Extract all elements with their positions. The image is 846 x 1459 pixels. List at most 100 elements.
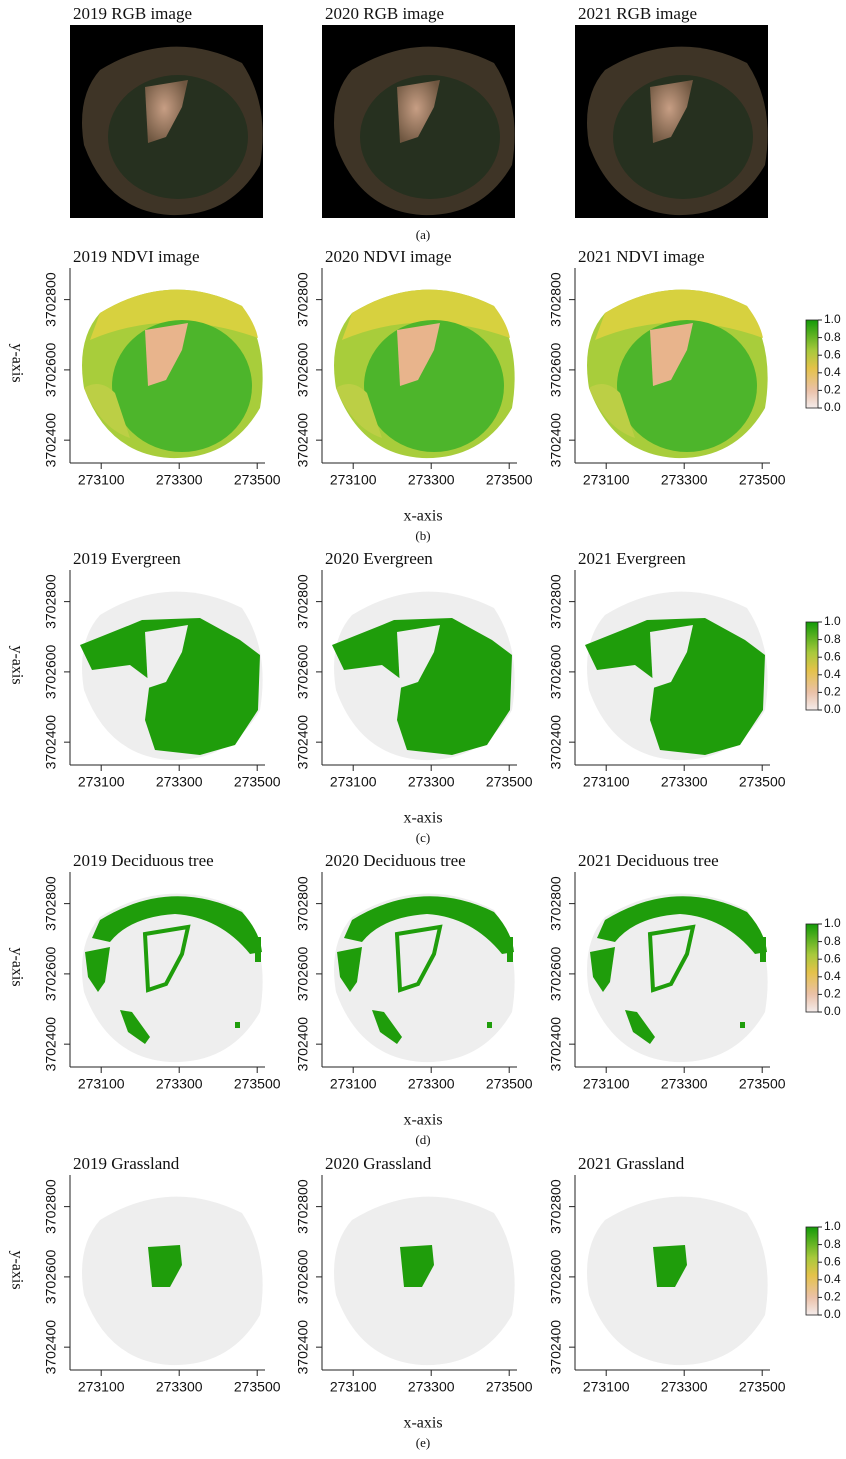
y-tick-label: 3702400 [548, 1017, 564, 1072]
x-tick-label: 273500 [739, 1076, 786, 1092]
row-label: (d) [415, 1132, 430, 1147]
x-axis-label: x-axis [403, 1112, 442, 1129]
deciduous-patch [255, 937, 261, 962]
raster-panel [334, 893, 515, 1063]
bare-area [397, 80, 440, 143]
deciduous-patch [487, 1022, 492, 1028]
y-tick-label: 3702400 [295, 1320, 311, 1375]
panel-title: 2020 Deciduous tree [325, 851, 466, 870]
y-tick-label: 3702600 [548, 342, 564, 397]
x-tick-label: 273100 [330, 472, 377, 488]
raster-panel [82, 893, 263, 1063]
raster-panel [575, 25, 768, 218]
y-tick-label: 3702800 [548, 1179, 564, 1234]
colorbar-tick-label: 1.0 [824, 312, 841, 326]
gap [145, 625, 188, 688]
raster-panel [587, 1196, 768, 1366]
colorbar-tick-label: 0.2 [824, 1290, 841, 1304]
y-tick-label: 3702600 [43, 342, 59, 397]
x-tick-label: 273100 [330, 774, 377, 790]
x-tick-label: 273300 [661, 1076, 708, 1092]
x-tick-label: 273500 [486, 472, 533, 488]
raster-panel [82, 289, 263, 459]
raster-panel [82, 1196, 263, 1366]
x-tick-label: 273300 [661, 774, 708, 790]
x-axis-label: x-axis [403, 810, 442, 827]
ndvi-high-edge [90, 289, 258, 340]
x-tick-label: 273500 [234, 472, 281, 488]
deciduous-outline [394, 924, 443, 993]
x-tick-label: 273300 [661, 1379, 708, 1395]
x-axis-label: x-axis [403, 1415, 442, 1432]
colorbar-tick-label: 0.4 [824, 969, 841, 983]
y-axis-label: y-axis [8, 947, 25, 986]
panel-title: 2020 Grassland [325, 1154, 432, 1173]
colorbar-tick-label: 0.8 [824, 1237, 841, 1251]
deciduous-outline [142, 924, 191, 993]
y-tick-label: 3702600 [295, 1249, 311, 1304]
colorbar-tick-label: 0.6 [824, 649, 841, 663]
deciduous-patch [740, 1022, 745, 1028]
panel-title: 2021 Grassland [578, 1154, 685, 1173]
y-tick-label: 3702800 [548, 876, 564, 931]
x-tick-label: 273100 [583, 774, 630, 790]
raster-panel [334, 289, 515, 459]
colorbar-tick-label: 0.8 [824, 632, 841, 646]
y-tick-label: 3702600 [295, 946, 311, 1001]
panel-title: 2019 Deciduous tree [73, 851, 214, 870]
colorbar-tick-label: 0.2 [824, 987, 841, 1001]
x-tick-label: 273500 [486, 1379, 533, 1395]
colorbar-tick-label: 1.0 [824, 1219, 841, 1233]
y-tick-label: 3702600 [43, 644, 59, 699]
x-tick-label: 273300 [156, 1076, 203, 1092]
deciduous-patch [85, 947, 110, 992]
x-tick-label: 273100 [583, 1076, 630, 1092]
panel-title: 2020 RGB image [325, 4, 444, 23]
y-tick-label: 3702800 [295, 272, 311, 327]
x-tick-label: 273100 [583, 1379, 630, 1395]
y-tick-label: 3702400 [295, 1017, 311, 1072]
x-tick-label: 273100 [330, 1379, 377, 1395]
colorbar-tick-label: 0.4 [824, 667, 841, 681]
y-tick-label: 3702600 [548, 1249, 564, 1304]
grassland-class [400, 1245, 434, 1287]
row-label: (a) [416, 227, 430, 242]
panel-title: 2020 Evergreen [325, 549, 433, 568]
deciduous-patch [625, 1010, 655, 1044]
ndvi-low-left [84, 384, 130, 438]
panel-title: 2021 RGB image [578, 4, 697, 23]
y-tick-label: 3702400 [43, 413, 59, 468]
colorbar [805, 923, 819, 1013]
y-tick-label: 3702600 [548, 946, 564, 1001]
y-tick-label: 3702400 [43, 715, 59, 770]
panel-title: 2019 Evergreen [73, 549, 181, 568]
row-label: (c) [416, 830, 430, 845]
panel-title: 2019 RGB image [73, 4, 192, 23]
x-tick-label: 273500 [234, 1379, 281, 1395]
panel-title: 2019 NDVI image [73, 247, 200, 266]
x-tick-label: 273300 [408, 1076, 455, 1092]
x-tick-label: 273500 [486, 1076, 533, 1092]
ndvi-bare [650, 323, 693, 386]
panel-title: 2021 Evergreen [578, 549, 686, 568]
x-tick-label: 273300 [156, 472, 203, 488]
x-tick-label: 273300 [408, 472, 455, 488]
dark-canopy [360, 75, 500, 199]
colorbar [805, 1226, 819, 1316]
x-tick-label: 273100 [583, 472, 630, 488]
deciduous-patch [507, 937, 513, 962]
colorbar-tick-label: 1.0 [824, 916, 841, 930]
deciduous-patch [590, 947, 615, 992]
colorbar-tick-label: 0.6 [824, 347, 841, 361]
dark-canopy [613, 75, 753, 199]
deciduous-patch [120, 1010, 150, 1044]
y-tick-label: 3702800 [548, 272, 564, 327]
ndvi-low-left [589, 384, 635, 438]
y-tick-label: 3702800 [295, 1179, 311, 1234]
y-tick-label: 3702600 [43, 946, 59, 1001]
panel-title: 2019 Grassland [73, 1154, 180, 1173]
colorbar-tick-label: 0.6 [824, 951, 841, 965]
deciduous-patch [372, 1010, 402, 1044]
colorbar [805, 621, 819, 711]
